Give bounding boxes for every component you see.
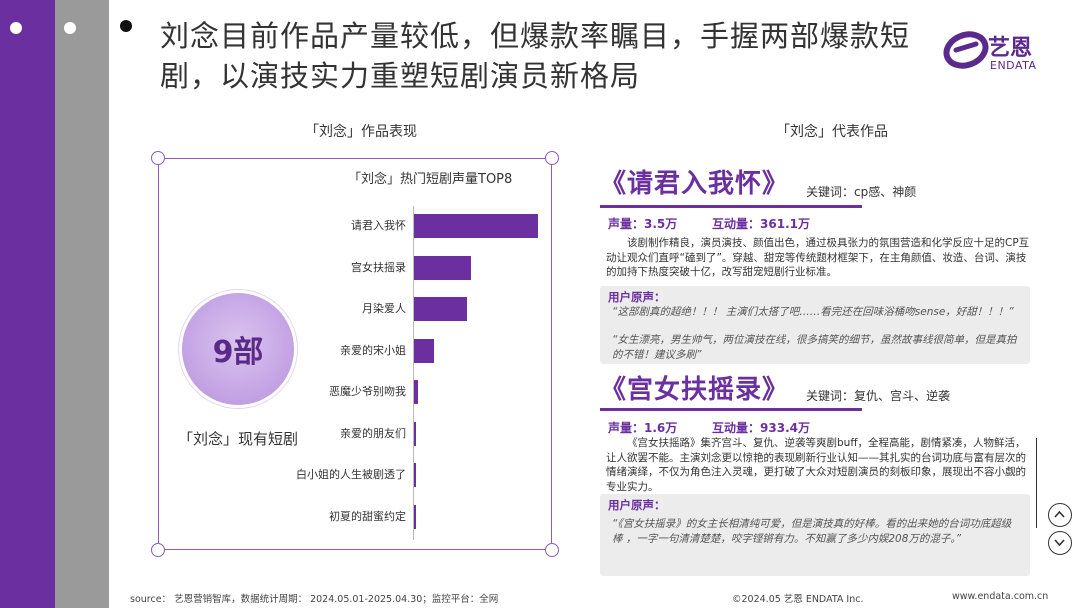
work-title-underline [600, 408, 862, 411]
user-voice-quote: “这部剧真的超绝！！！ 主演们太搭了吧……看完还在回味浴桶吻sense，好甜！！… [612, 306, 1014, 318]
user-voice-box [600, 494, 1030, 576]
chart-bar [414, 214, 538, 238]
work-volume: 声量：3.5万 [608, 217, 678, 231]
work-title: 《请君入我怀》 [600, 169, 790, 199]
chart-bar [414, 338, 434, 363]
work-title-underline [600, 205, 862, 208]
chart-category-label: 白小姐的人生被剧透了 [296, 468, 406, 481]
scroll-up-button[interactable] [1048, 503, 1072, 527]
panel-corner [151, 543, 165, 557]
decor-dot [10, 22, 22, 34]
works-count-value: 9部 [212, 335, 264, 370]
nav-divider [1036, 438, 1037, 528]
panel-corner [151, 151, 165, 165]
panel-corner [545, 543, 559, 557]
chevron-up-icon [1054, 510, 1065, 518]
right-section-title: 「刘念」代表作品 [776, 124, 888, 140]
left-accent-bar [0, 0, 55, 608]
work-interaction: 互动量：933.4万 [712, 421, 810, 435]
works-count-circle [182, 293, 294, 405]
chart-category-label: 初夏的甜蜜约定 [329, 509, 406, 523]
footer-website: www.endata.com.cn [952, 591, 1049, 602]
headline-bullet [120, 20, 132, 32]
chart-bar [414, 421, 416, 446]
work-interaction: 互动量：361.1万 [712, 217, 810, 231]
work-keywords: 关键词：cp感、神颜 [806, 185, 917, 199]
chart-axis [413, 206, 414, 540]
chart-category-label: 月染爱人 [362, 302, 406, 315]
left-gray-bar [55, 0, 109, 608]
works-count-label: 「刘念」现有短剧 [178, 430, 299, 448]
chart-bar [414, 463, 416, 487]
scroll-down-button[interactable] [1048, 531, 1072, 555]
panel-corner [545, 151, 559, 165]
user-voice-box [600, 286, 1030, 364]
work-description: 《宫女扶摇路》集齐宫斗、复仇、逆袭等爽剧buff，全程高能，剧情紧凑，人物鲜活，… [606, 437, 1026, 493]
chart-category-label: 恶魔少爷别吻我 [329, 385, 406, 398]
user-voice-quote: “《宫女扶摇录》的女主长相清纯可爱，但是演技真的好棒。看的出来她的台词功底超级棒… [612, 518, 1012, 545]
user-voice-quote: “女生漂亮，男生帅气，两位演技在线，很多搞笑的细节，虽然故事线很简单，但是真拍的… [612, 334, 1017, 361]
left-divider [109, 0, 113, 608]
left-section-title: 「刘念」作品表现 [305, 124, 417, 140]
chart-category-label: 亲爱的宋小姐 [340, 343, 406, 357]
chart-title: 「刘念」热门短剧声量TOP8 [348, 172, 513, 187]
work-keywords: 关键词：复仇、宫斗、逆袭 [806, 389, 951, 403]
chart-bar [414, 255, 471, 280]
chart-category-label: 宫女扶摇录 [351, 260, 406, 274]
user-voice-label: 用户原声： [608, 498, 666, 512]
chart-category-label: 亲爱的朋友们 [340, 426, 406, 440]
work-title: 《宫女扶摇录》 [600, 375, 790, 405]
chart-bar [414, 504, 416, 529]
endata-logo-icon [943, 31, 989, 69]
chevron-down-icon [1054, 539, 1065, 547]
chart-bar [414, 380, 418, 404]
chart-category-label: 请君入我怀 [351, 219, 406, 232]
brand-name-cn: 艺恩 [988, 36, 1033, 61]
works-panel [158, 158, 552, 550]
footer-source: source： 艺恩营销智库，数据统计周期： 2024.05.01-2025.0… [130, 594, 499, 605]
chart-bar [414, 297, 467, 321]
decor-dot [64, 22, 76, 34]
user-voice-label: 用户原声： [608, 290, 666, 304]
work-description: 该剧制作精良，演员演技、颜值出色，通过极具张力的氛围营造和化学反应十足的CP互动… [606, 237, 1030, 278]
page-headline: 刘念目前作品产量较低，但爆款率瞩目，手握两部爆款短剧，以演技实力重塑短剧演员新格… [160, 19, 911, 93]
work-volume: 声量：1.6万 [608, 421, 678, 435]
footer-copyright: ©2024.05 艺恩 ENDATA Inc. [732, 594, 864, 605]
brand-name-en: ENDATA [990, 59, 1037, 72]
